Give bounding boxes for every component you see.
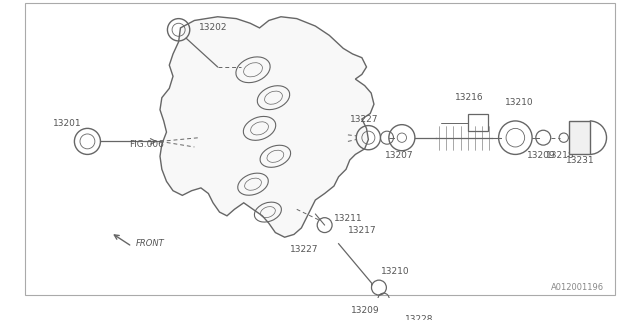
Text: 13202: 13202 <box>199 23 228 32</box>
Text: 13216: 13216 <box>454 93 483 102</box>
Text: 13209: 13209 <box>351 306 380 315</box>
Text: 13201: 13201 <box>52 119 81 128</box>
Text: 13218: 13218 <box>546 151 574 160</box>
Text: 13227: 13227 <box>290 245 318 254</box>
Text: A012001196: A012001196 <box>550 283 604 292</box>
Text: 13211: 13211 <box>334 214 363 223</box>
Bar <box>388 305 407 320</box>
Bar <box>468 115 488 131</box>
Text: 13217: 13217 <box>348 226 376 235</box>
Text: 13228: 13228 <box>405 315 433 320</box>
Text: FIG.006: FIG.006 <box>129 140 164 149</box>
Text: 13227: 13227 <box>351 115 379 124</box>
Text: 13207: 13207 <box>385 151 413 160</box>
Text: 13210: 13210 <box>381 268 410 276</box>
Text: 13231: 13231 <box>566 156 595 165</box>
Text: FRONT: FRONT <box>136 239 164 248</box>
Polygon shape <box>160 17 374 237</box>
Text: 13210: 13210 <box>505 98 533 107</box>
Text: 13209: 13209 <box>527 151 556 160</box>
Bar <box>570 121 590 155</box>
